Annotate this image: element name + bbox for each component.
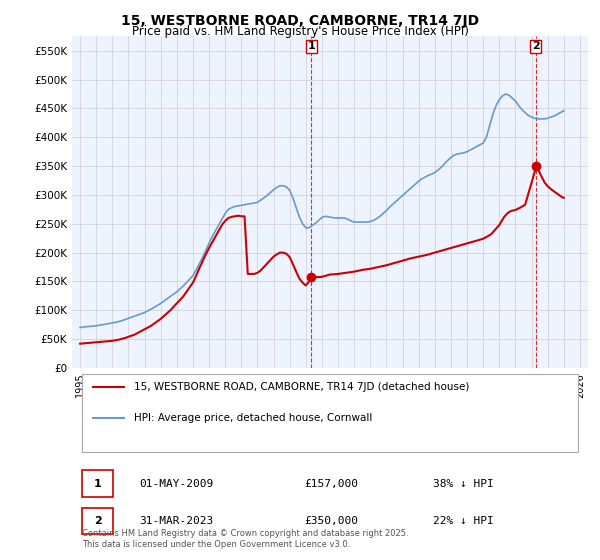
Text: Contains HM Land Registry data © Crown copyright and database right 2025.
This d: Contains HM Land Registry data © Crown c… [82,529,409,549]
Text: £157,000: £157,000 [304,479,358,488]
Text: 2: 2 [94,516,101,526]
Text: £350,000: £350,000 [304,516,358,526]
Text: 22% ↓ HPI: 22% ↓ HPI [433,516,494,526]
Text: 31-MAR-2023: 31-MAR-2023 [139,516,214,526]
FancyBboxPatch shape [82,374,578,452]
Text: 15, WESTBORNE ROAD, CAMBORNE, TR14 7JD (detached house): 15, WESTBORNE ROAD, CAMBORNE, TR14 7JD (… [134,381,469,391]
Text: HPI: Average price, detached house, Cornwall: HPI: Average price, detached house, Corn… [134,413,372,423]
Text: 38% ↓ HPI: 38% ↓ HPI [433,479,494,488]
Text: 1: 1 [94,479,101,488]
Text: 01-MAY-2009: 01-MAY-2009 [139,479,214,488]
Text: 15, WESTBORNE ROAD, CAMBORNE, TR14 7JD: 15, WESTBORNE ROAD, CAMBORNE, TR14 7JD [121,14,479,28]
FancyBboxPatch shape [82,508,113,534]
Text: Price paid vs. HM Land Registry's House Price Index (HPI): Price paid vs. HM Land Registry's House … [131,25,469,38]
Text: 2: 2 [532,41,539,52]
FancyBboxPatch shape [82,470,113,497]
Text: 1: 1 [307,41,315,52]
